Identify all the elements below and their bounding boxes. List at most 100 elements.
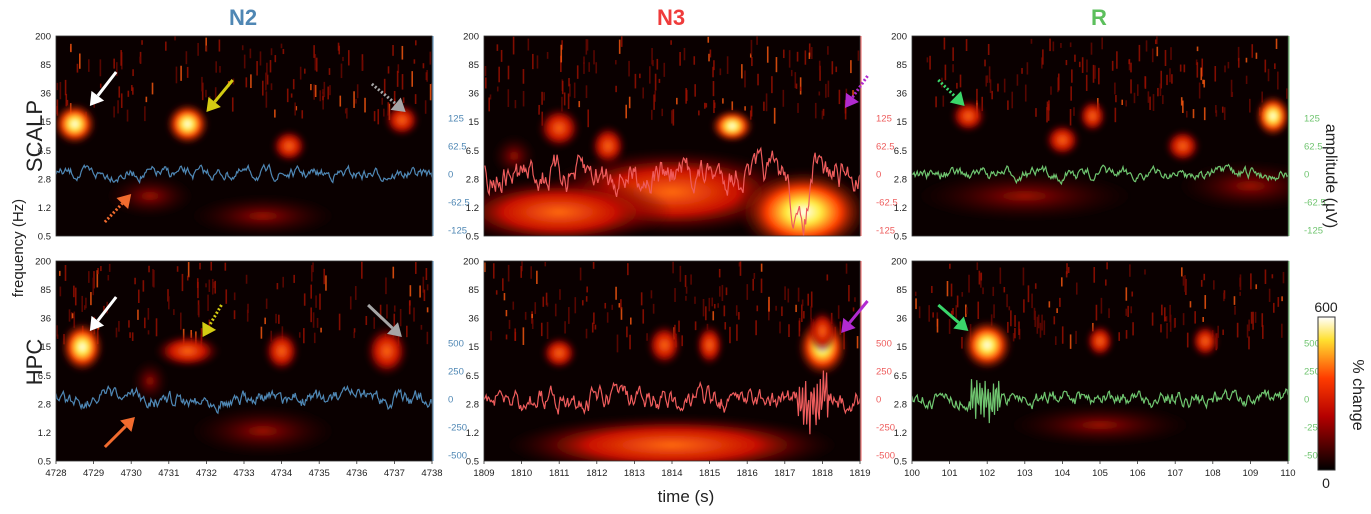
amplitude-tick-label: 500 <box>448 339 464 350</box>
spectral-streak <box>70 43 72 53</box>
spectral-streak <box>79 53 81 69</box>
spectral-streak <box>1202 79 1204 85</box>
spectral-streak <box>1204 295 1207 309</box>
spectral-streak <box>801 299 804 306</box>
y-axis-label: frequency (Hz) <box>10 199 27 297</box>
spectral-streak <box>1053 316 1056 325</box>
spectral-streak <box>656 58 659 70</box>
spectral-streak <box>585 85 588 99</box>
x-tick-label: 1812 <box>586 468 607 479</box>
spectral-streak <box>115 327 118 338</box>
stage-title-n3: N3 <box>657 5 685 30</box>
spectral-streak <box>507 65 510 80</box>
spectral-streak <box>1081 57 1084 73</box>
spectral-streak <box>1182 313 1185 326</box>
freq-tick-label: 6.5 <box>38 146 51 157</box>
spectral-streak <box>426 331 429 345</box>
freq-tick-label: 15 <box>468 117 479 128</box>
freq-tick-label: 6.5 <box>466 371 479 382</box>
spectral-streak <box>1234 305 1236 315</box>
spectral-streak <box>377 109 380 125</box>
spectral-streak <box>738 312 740 320</box>
spectral-streak <box>197 281 199 299</box>
spectral-streak <box>567 93 570 109</box>
spectral-streak <box>959 74 962 88</box>
spectral-streak <box>422 276 425 293</box>
spectral-streak <box>524 311 527 320</box>
spectral-streak <box>256 61 258 76</box>
spectral-streak <box>779 321 781 334</box>
spectral-streak <box>295 106 298 111</box>
spectral-streak <box>578 101 581 108</box>
spectral-streak <box>1048 100 1050 111</box>
spectral-streak <box>1069 109 1072 126</box>
spectral-streak <box>1075 282 1078 295</box>
spectral-streak <box>315 57 318 72</box>
spectral-streak <box>276 283 279 290</box>
spectral-streak <box>538 109 540 115</box>
spectral-streak <box>186 66 189 78</box>
spectral-streak <box>1182 275 1185 286</box>
spectral-streak <box>1027 285 1030 303</box>
spectral-streak <box>573 82 576 99</box>
spectral-streak <box>1006 294 1008 308</box>
spectral-streak <box>534 302 537 314</box>
spectral-streak <box>725 287 728 296</box>
annotation-arrow <box>202 304 223 337</box>
spectral-streak <box>414 262 417 274</box>
spectral-streak <box>243 54 246 69</box>
spectral-streak <box>134 277 136 285</box>
spectral-streak <box>576 65 579 79</box>
spectral-streak <box>1173 318 1176 329</box>
spectral-streak <box>208 319 211 330</box>
spectral-streak <box>1255 284 1258 290</box>
spectral-streak <box>1261 313 1264 327</box>
power-blob <box>912 169 1138 223</box>
spectral-streak <box>756 36 758 45</box>
spectral-streak <box>1277 297 1280 307</box>
spectral-streak <box>1136 84 1139 96</box>
spectral-streak <box>142 280 145 292</box>
spectral-streak <box>1200 67 1203 81</box>
spectral-streak <box>292 79 295 90</box>
spectral-streak <box>749 53 752 58</box>
spectral-streak <box>1163 307 1166 322</box>
spectral-streak <box>845 263 848 274</box>
spectral-streak <box>1144 76 1147 89</box>
spectral-streak <box>386 304 388 319</box>
spectral-streak <box>672 261 674 274</box>
spectral-streak <box>1239 277 1241 287</box>
spectral-streak <box>586 39 589 51</box>
spectral-streak <box>310 284 312 299</box>
spectral-streak <box>1057 77 1059 93</box>
power-blob <box>270 128 308 164</box>
power-blob <box>1254 94 1288 138</box>
spectral-streak <box>1105 279 1107 286</box>
spectral-streak <box>554 303 557 317</box>
freq-tick-label: 200 <box>891 32 907 43</box>
spectral-streak <box>186 275 189 281</box>
spectral-streak <box>724 322 727 330</box>
spectral-streak <box>429 51 432 65</box>
spectral-streak <box>857 50 860 61</box>
spectral-streak <box>744 106 746 111</box>
spectral-streak <box>424 100 427 114</box>
power-blob <box>1163 128 1202 164</box>
power-blob <box>645 323 684 367</box>
spectral-streak <box>1182 100 1184 113</box>
spectral-streak <box>574 297 577 314</box>
spectral-streak <box>1252 311 1254 330</box>
spectral-streak <box>155 318 158 337</box>
spectral-streak <box>708 53 710 62</box>
spectral-streak <box>1036 316 1039 334</box>
spectral-streak <box>1215 110 1218 117</box>
spectral-streak <box>717 303 719 308</box>
colorbar-label: % change <box>1349 359 1366 430</box>
spectral-streak <box>726 56 729 74</box>
spectral-streak <box>1060 277 1063 287</box>
spectral-streak <box>319 293 321 310</box>
spectral-streak <box>620 307 623 320</box>
power-blob <box>960 318 1014 372</box>
freq-tick-label: 1.2 <box>38 428 51 439</box>
freq-tick-label: 6.5 <box>466 146 479 157</box>
